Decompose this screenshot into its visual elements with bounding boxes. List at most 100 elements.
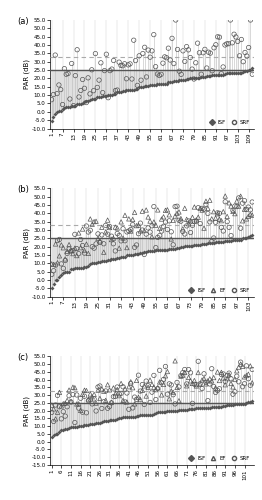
Point bbox=[198, 380, 202, 388]
Point bbox=[211, 238, 216, 246]
Point bbox=[94, 218, 98, 226]
Point bbox=[115, 383, 119, 391]
Point bbox=[225, 212, 229, 220]
Point bbox=[215, 368, 220, 376]
Point bbox=[183, 76, 187, 84]
Point bbox=[69, 266, 73, 274]
Point bbox=[135, 85, 139, 93]
Point bbox=[156, 408, 160, 416]
Point bbox=[187, 405, 191, 413]
Point bbox=[106, 256, 110, 264]
Point bbox=[107, 224, 112, 232]
Point bbox=[123, 86, 127, 94]
Point bbox=[53, 51, 57, 59]
Point bbox=[140, 386, 144, 394]
Point bbox=[113, 255, 117, 263]
Point bbox=[52, 418, 56, 426]
Point bbox=[194, 216, 198, 224]
Point bbox=[88, 90, 92, 98]
Point bbox=[221, 370, 225, 378]
Point bbox=[183, 406, 187, 414]
Point bbox=[125, 252, 129, 260]
Point bbox=[229, 232, 233, 239]
Point bbox=[167, 217, 171, 225]
Point bbox=[241, 199, 245, 207]
Point bbox=[169, 245, 173, 253]
Point bbox=[194, 404, 198, 412]
Point bbox=[210, 238, 214, 246]
Point bbox=[196, 358, 200, 366]
Point bbox=[71, 250, 75, 258]
Point bbox=[228, 69, 232, 77]
Point bbox=[233, 388, 237, 396]
Point bbox=[134, 396, 139, 404]
Point bbox=[138, 412, 143, 420]
Point bbox=[123, 236, 127, 244]
Point bbox=[231, 236, 235, 244]
Point bbox=[225, 374, 229, 382]
Point bbox=[80, 242, 85, 250]
Point bbox=[156, 234, 160, 241]
Point bbox=[166, 78, 171, 86]
Point bbox=[244, 234, 249, 242]
Point bbox=[133, 393, 137, 401]
Point bbox=[75, 400, 79, 408]
Point bbox=[96, 230, 100, 238]
Point bbox=[161, 380, 166, 388]
Point bbox=[123, 252, 127, 260]
Point bbox=[211, 403, 216, 411]
Point bbox=[214, 214, 218, 222]
Point bbox=[215, 209, 220, 217]
Point bbox=[71, 423, 75, 431]
Point bbox=[144, 248, 148, 256]
Point bbox=[113, 90, 118, 98]
Point bbox=[50, 96, 54, 104]
Point bbox=[50, 284, 54, 292]
Point bbox=[217, 70, 222, 78]
Point bbox=[119, 218, 123, 226]
Point bbox=[154, 396, 158, 404]
Point bbox=[184, 382, 189, 390]
Point bbox=[117, 244, 121, 252]
Point bbox=[63, 256, 67, 264]
Point bbox=[92, 244, 96, 252]
Point bbox=[165, 226, 170, 234]
Point bbox=[157, 366, 162, 374]
Point bbox=[121, 383, 125, 391]
Point bbox=[102, 257, 106, 265]
Point bbox=[125, 389, 129, 397]
Point bbox=[129, 251, 133, 259]
Point bbox=[202, 374, 206, 382]
Point bbox=[129, 227, 133, 235]
Point bbox=[186, 74, 190, 82]
Point bbox=[115, 88, 119, 96]
Point bbox=[192, 242, 196, 250]
Point bbox=[98, 258, 102, 266]
Point bbox=[72, 102, 76, 110]
Point bbox=[79, 244, 83, 252]
Point bbox=[246, 212, 250, 220]
Point bbox=[110, 90, 114, 98]
Point bbox=[66, 103, 70, 111]
Point bbox=[90, 94, 94, 102]
Point bbox=[53, 430, 58, 438]
Point bbox=[62, 64, 67, 72]
Point bbox=[61, 104, 65, 112]
Point bbox=[106, 416, 110, 424]
Point bbox=[245, 52, 249, 60]
Point bbox=[65, 268, 69, 276]
Point bbox=[204, 380, 208, 388]
Point bbox=[165, 368, 170, 376]
Point bbox=[98, 394, 102, 402]
Point bbox=[127, 406, 131, 413]
Point bbox=[70, 60, 74, 68]
Point bbox=[92, 395, 96, 403]
Point bbox=[177, 208, 181, 216]
Point bbox=[200, 240, 204, 248]
Point bbox=[121, 414, 125, 422]
Point bbox=[90, 66, 94, 74]
Point bbox=[150, 47, 154, 55]
Point bbox=[140, 380, 144, 388]
Y-axis label: PAR (dB): PAR (dB) bbox=[24, 60, 30, 90]
Point bbox=[150, 380, 154, 388]
